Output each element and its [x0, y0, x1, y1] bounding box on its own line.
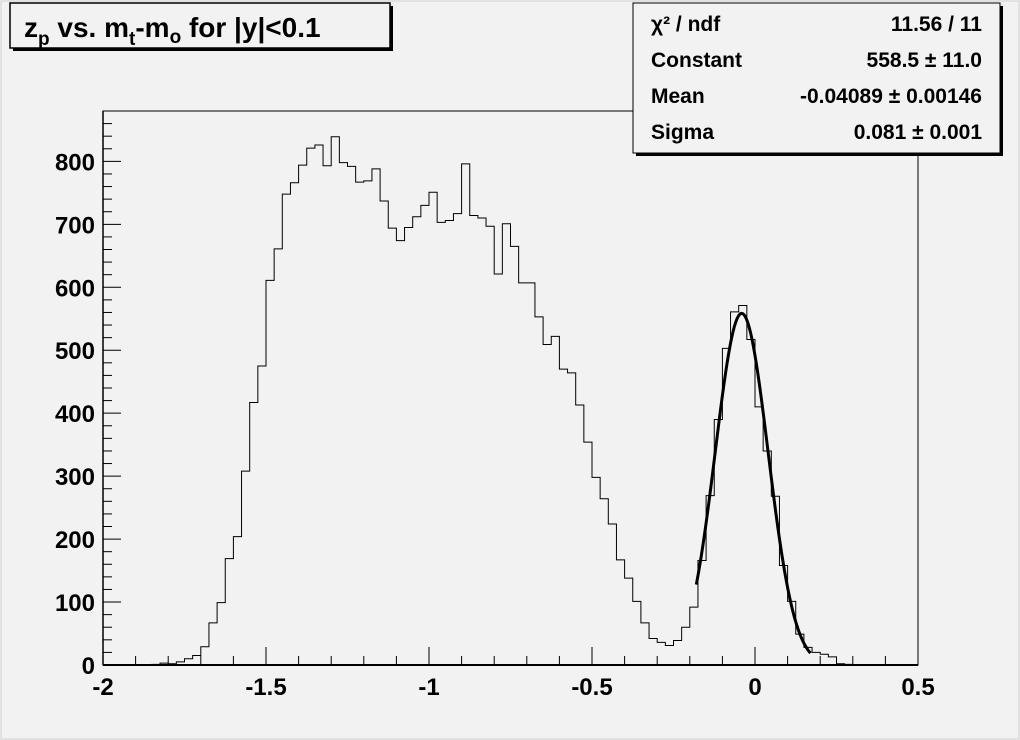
- y-tick-label: 700: [55, 212, 95, 239]
- y-tick-label: 0: [82, 653, 95, 680]
- axis-ticks: [102, 110, 919, 666]
- y-tick-label: 200: [55, 527, 95, 554]
- stats-label: χ² / ndf: [651, 13, 721, 36]
- y-tick-label: 400: [55, 401, 95, 428]
- y-tick-label: 100: [55, 590, 95, 617]
- stats-label: Mean: [651, 85, 705, 108]
- y-tick-label: 300: [55, 464, 95, 491]
- y-tick-labels: 0 100 200 300 400 500 600 700 800: [55, 149, 95, 680]
- title-box: zp vs. mt-mo for |y|<0.1: [9, 2, 393, 51]
- gaussian-fit-curve: [694, 311, 812, 655]
- y-tick-label: 500: [55, 338, 95, 365]
- x-tick-label: -2: [92, 674, 113, 701]
- x-tick-label: 0.5: [901, 674, 934, 701]
- stats-box: χ² / ndf 11.56 / 11 Constant 558.5 ± 11.0 Me…: [632, 2, 1003, 156]
- x-tick-label: -1.5: [245, 674, 286, 701]
- stats-value: 0.081 ± 0.001: [854, 121, 983, 144]
- x-tick-labels: -2 -1.5 -1 -0.5 0 0.5: [92, 674, 934, 701]
- x-tick-label: 0: [748, 674, 761, 701]
- y-tick-label: 600: [55, 275, 95, 302]
- stats-value: 11.56 / 11: [891, 13, 982, 36]
- plot-frame: [102, 110, 919, 666]
- x-tick-label: -0.5: [571, 674, 612, 701]
- stats-value: 558.5 ± 11.0: [867, 49, 982, 72]
- stats-value: -0.04089 ± 0.00146: [800, 85, 982, 108]
- chart-title: zp vs. mt-mo for |y|<0.1: [24, 12, 321, 50]
- stats-label: Sigma: [651, 121, 714, 144]
- x-tick-label: -1: [418, 674, 439, 701]
- y-tick-label: 800: [55, 149, 95, 176]
- stats-label: Constant: [651, 49, 742, 72]
